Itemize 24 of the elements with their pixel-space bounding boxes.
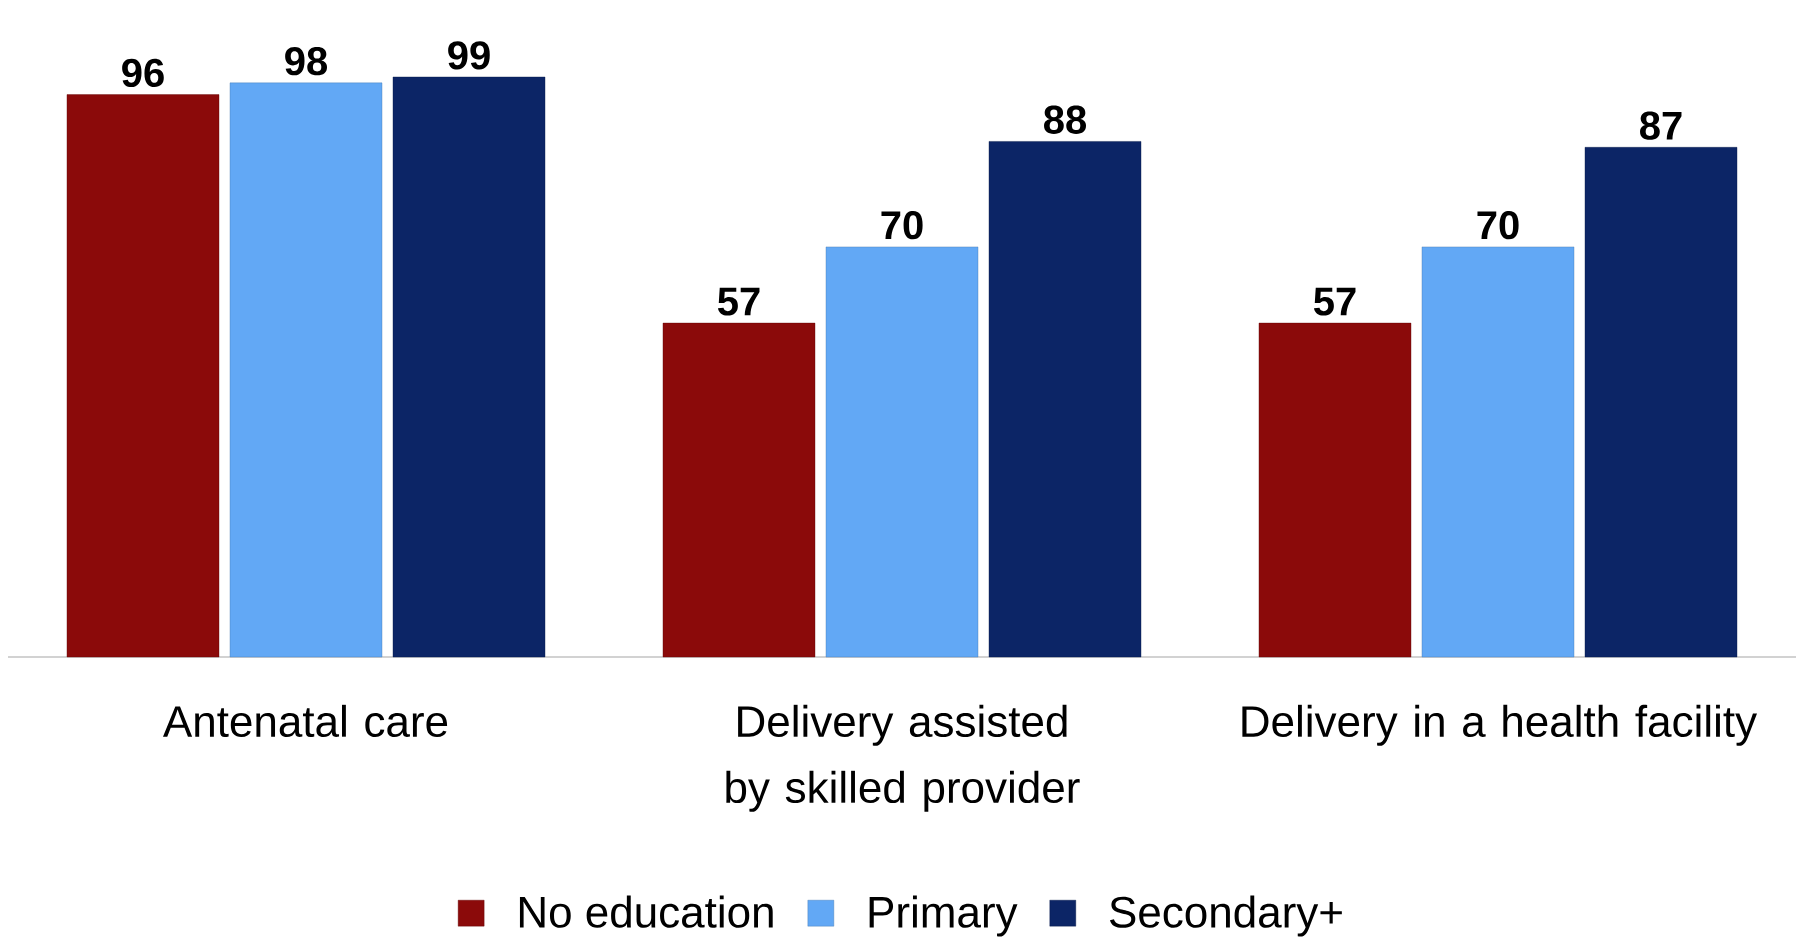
data-label: 70: [881, 211, 923, 240]
data-label: 57: [1313, 287, 1356, 316]
bar: [1584, 147, 1738, 658]
data-label: 88: [1044, 105, 1087, 134]
data-label: 87: [1640, 111, 1682, 140]
legend-label: Primary: [869, 895, 1018, 937]
data-label: 96: [122, 58, 164, 88]
bar: [825, 246, 979, 658]
legend-label: No education: [519, 895, 773, 928]
x-tick-label: Delivery in a health facility: [1242, 704, 1758, 746]
bar: [1421, 246, 1575, 658]
bar: [66, 94, 220, 658]
data-label: 99: [448, 41, 490, 70]
data-label: 98: [285, 47, 328, 76]
bar: [1258, 322, 1412, 658]
data-label: 70: [1477, 211, 1519, 240]
bar: [988, 141, 1142, 658]
x-tick-label: Delivery assisted by skilled provider: [726, 704, 1080, 812]
legend-label: Secondary+: [1109, 895, 1342, 937]
data-label: 57: [717, 287, 760, 316]
bar: [662, 322, 816, 658]
bar: [392, 76, 546, 658]
x-tick-label: Antenatal care: [162, 704, 448, 738]
bar: [229, 82, 383, 658]
